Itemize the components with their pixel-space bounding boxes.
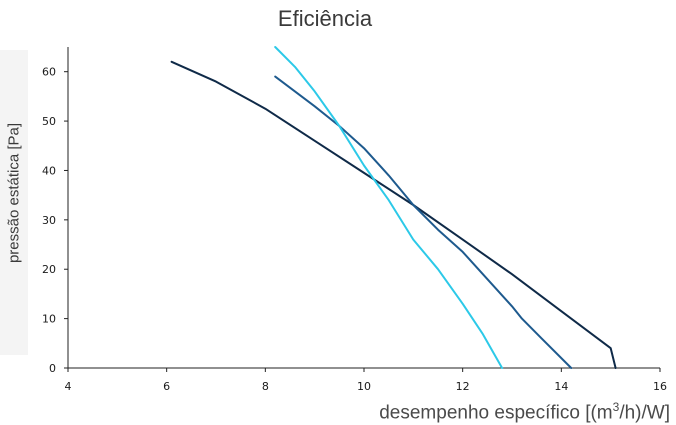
x-tick-label: 10 (357, 380, 371, 393)
y-tick-label: 20 (42, 263, 56, 276)
series-line-2 (274, 75, 573, 369)
y-tick-label: 10 (42, 313, 56, 326)
x-tick-label: 12 (456, 380, 470, 393)
x-tick-label: 16 (653, 380, 667, 393)
x-tick-label: 8 (262, 380, 269, 393)
series-line-3 (274, 46, 504, 369)
chart-title: Eficiência (277, 6, 373, 31)
series-line-1 (170, 60, 617, 369)
x-axis-label: desempenho específico [(m3/h)/W] (379, 400, 670, 424)
x-tick-label: 6 (163, 380, 170, 393)
y-tick-label: 60 (42, 66, 56, 79)
y-tick-label: 50 (42, 115, 56, 128)
y-tick-label: 40 (42, 164, 56, 177)
y-axis-label-band: pressão estática [Pa] (0, 50, 28, 355)
x-axis-label-superscript: 3 (612, 400, 620, 414)
x-axis-label-suffix: /h)/W] (619, 402, 670, 424)
x-axis-label-prefix: desempenho específico [(m (379, 402, 613, 424)
x-tick-label: 14 (554, 380, 568, 393)
y-tick-label: 0 (49, 362, 56, 375)
x-tick-label: 4 (65, 380, 72, 393)
y-tick-label: 30 (42, 214, 56, 227)
